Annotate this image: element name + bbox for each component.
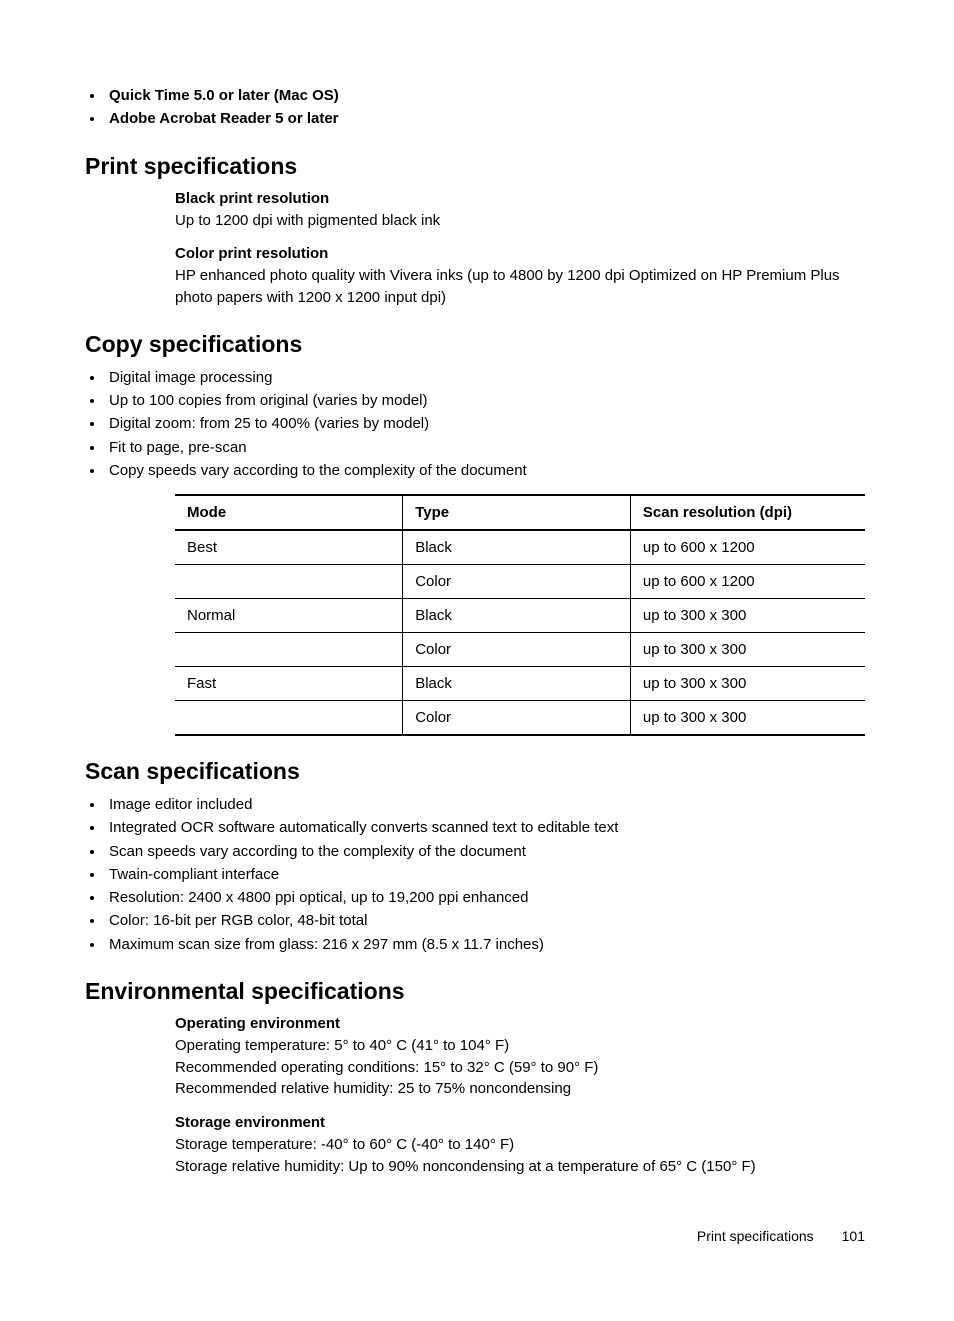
list-item: Copy speeds vary according to the comple… xyxy=(105,459,869,482)
cell: Best xyxy=(175,530,403,565)
col-res: Scan resolution (dpi) xyxy=(630,495,865,530)
cell: Normal xyxy=(175,599,403,633)
st-env-line: Storage relative humidity: Up to 90% non… xyxy=(175,1156,869,1178)
cell xyxy=(175,565,403,599)
heading-print: Print specifications xyxy=(85,153,869,180)
op-env-label: Operating environment xyxy=(175,1015,869,1032)
list-item: Scan speeds vary according to the comple… xyxy=(105,840,869,863)
black-print-label: Black print resolution xyxy=(175,190,869,207)
cell: Color xyxy=(403,633,631,667)
cell xyxy=(175,633,403,667)
cell: up to 300 x 300 xyxy=(630,701,865,736)
list-item: Maximum scan size from glass: 216 x 297 … xyxy=(105,933,869,956)
list-item: Digital zoom: from 25 to 400% (varies by… xyxy=(105,412,869,435)
op-env-line: Operating temperature: 5° to 40° C (41° … xyxy=(175,1035,869,1057)
footer-page-number: 101 xyxy=(842,1228,865,1244)
heading-env: Environmental specifications xyxy=(85,978,869,1005)
cell: up to 600 x 1200 xyxy=(630,530,865,565)
footer-section: Print specifications xyxy=(697,1228,814,1244)
table-row: Color up to 600 x 1200 xyxy=(175,565,865,599)
top-requirements-list: Quick Time 5.0 or later (Mac OS) Adobe A… xyxy=(85,84,869,131)
table-row: Color up to 300 x 300 xyxy=(175,633,865,667)
list-item: Color: 16-bit per RGB color, 48-bit tota… xyxy=(105,909,869,932)
list-item: Fit to page, pre-scan xyxy=(105,436,869,459)
st-env-label: Storage environment xyxy=(175,1114,869,1131)
heading-copy: Copy specifications xyxy=(85,331,869,358)
cell: Fast xyxy=(175,667,403,701)
op-env-line: Recommended relative humidity: 25 to 75%… xyxy=(175,1078,869,1100)
col-type: Type xyxy=(403,495,631,530)
color-print-text: HP enhanced photo quality with Vivera in… xyxy=(175,265,869,309)
list-item: Resolution: 2400 x 4800 ppi optical, up … xyxy=(105,886,869,909)
table-row: Normal Black up to 300 x 300 xyxy=(175,599,865,633)
col-mode: Mode xyxy=(175,495,403,530)
scan-list: Image editor included Integrated OCR sof… xyxy=(85,793,869,956)
print-block: Black print resolution Up to 1200 dpi wi… xyxy=(175,190,869,309)
cell: up to 300 x 300 xyxy=(630,633,865,667)
copy-spec-table: Mode Type Scan resolution (dpi) Best Bla… xyxy=(175,494,865,736)
cell: up to 300 x 300 xyxy=(630,599,865,633)
page-container: Quick Time 5.0 or later (Mac OS) Adobe A… xyxy=(0,0,954,1284)
cell: Black xyxy=(403,530,631,565)
list-item: Twain-compliant interface xyxy=(105,863,869,886)
op-env-line: Recommended operating conditions: 15° to… xyxy=(175,1057,869,1079)
cell: Black xyxy=(403,667,631,701)
cell: up to 600 x 1200 xyxy=(630,565,865,599)
cell xyxy=(175,701,403,736)
cell: up to 300 x 300 xyxy=(630,667,865,701)
list-item: Image editor included xyxy=(105,793,869,816)
list-item: Digital image processing xyxy=(105,366,869,389)
copy-list: Digital image processing Up to 100 copie… xyxy=(85,366,869,482)
table-row: Fast Black up to 300 x 300 xyxy=(175,667,865,701)
page-footer: Print specifications 101 xyxy=(85,1228,869,1244)
cell: Black xyxy=(403,599,631,633)
env-block: Operating environment Operating temperat… xyxy=(175,1015,869,1178)
table-header-row: Mode Type Scan resolution (dpi) xyxy=(175,495,865,530)
list-item: Up to 100 copies from original (varies b… xyxy=(105,389,869,412)
list-item: Adobe Acrobat Reader 5 or later xyxy=(105,107,869,130)
list-item: Integrated OCR software automatically co… xyxy=(105,816,869,839)
heading-scan: Scan specifications xyxy=(85,758,869,785)
table-row: Color up to 300 x 300 xyxy=(175,701,865,736)
cell: Color xyxy=(403,701,631,736)
black-print-text: Up to 1200 dpi with pigmented black ink xyxy=(175,210,869,232)
color-print-label: Color print resolution xyxy=(175,245,869,262)
list-item: Quick Time 5.0 or later (Mac OS) xyxy=(105,84,869,107)
table-row: Best Black up to 600 x 1200 xyxy=(175,530,865,565)
cell: Color xyxy=(403,565,631,599)
st-env-line: Storage temperature: -40° to 60° C (-40°… xyxy=(175,1134,869,1156)
